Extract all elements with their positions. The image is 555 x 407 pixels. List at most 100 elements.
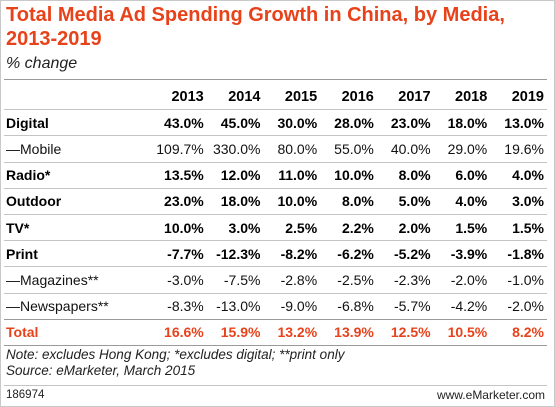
table-cell: 1.5% (433, 213, 491, 241)
table-row: —Magazines** -3.0% -7.5% -2.8% -2.5% -2.3% -2.… (4, 266, 547, 293)
column-header: 2017 (398, 88, 431, 105)
column-header: 2015 (284, 88, 318, 105)
table-cell: 15.9% (206, 318, 264, 346)
table-cell: 13.9% (320, 318, 377, 346)
table-cell: -2.3% (376, 266, 434, 293)
column-header: 2014 (228, 88, 261, 105)
table-row: Digital 43.0% 45.0% 30.0% 28.0% 23.0% 18.0% 13.… (4, 109, 547, 136)
row-label: —Mobile (4, 135, 151, 163)
table-cell: -2.0% (490, 292, 547, 320)
site-link[interactable]: www.eMarketer.com (436, 388, 545, 402)
table-cell: 6.0% (433, 161, 491, 189)
table-cell: 330.0% (206, 135, 264, 163)
table-row: —Newspapers** -8.3% -13.0% -9.0% -6.8% -5.7% -… (4, 292, 547, 320)
table-cell: 2.5% (263, 213, 321, 241)
row-label: Total (4, 318, 151, 346)
table-cell: -4.2% (433, 292, 491, 320)
header-corner (4, 84, 150, 110)
table-cell: 18.0% (206, 187, 264, 215)
table-cell: -2.5% (320, 266, 377, 293)
table-cell: 30.0% (263, 109, 321, 136)
table-cell: 23.0% (150, 187, 207, 215)
table-cell: 8.0% (320, 187, 377, 215)
table-cell: 28.0% (320, 109, 377, 136)
table-cell: 16.6% (150, 318, 207, 346)
table-cell: 2.2% (320, 213, 377, 241)
table-cell: -8.2% (263, 240, 321, 267)
source-line: Source: eMarketer, March 2015 (6, 363, 196, 378)
table-cell: 1.5% (490, 213, 547, 241)
row-label: Radio* (4, 161, 151, 189)
table-cell: 12.5% (376, 318, 434, 346)
table-cell: 12.0% (206, 161, 264, 189)
table-cell: -3.0% (150, 266, 207, 293)
table-cell: -12.3% (206, 240, 264, 267)
table-cell: 80.0% (263, 135, 321, 163)
table-cell: 11.0% (263, 161, 321, 189)
table-cell: 10.0% (320, 161, 377, 189)
table-row: Total 16.6% 15.9% 13.2% 13.9% 12.5% 10.5% 8.2% (4, 318, 547, 346)
table-cell: 3.0% (490, 187, 547, 215)
row-label: TV* (4, 213, 151, 241)
table-cell: 29.0% (433, 135, 491, 163)
table-body: Digital 43.0% 45.0% 30.0% 28.0% 23.0% 18.0% 13.… (4, 109, 547, 346)
table-cell: 3.0% (206, 213, 264, 241)
row-label: Digital (4, 109, 151, 136)
header-row: 2013 2014 2015 2016 2017 2018 2019 (4, 84, 547, 110)
table-cell: -13.0% (206, 292, 264, 320)
table-cell: -1.0% (490, 266, 547, 293)
table-row: Radio* 13.5% 12.0% 11.0% 10.0% 8.0% 6.0% 4.0% (4, 161, 547, 189)
chart-note: Note: excludes Hong Kong; *excludes digi… (6, 347, 344, 379)
table-row: —Mobile 109.7% 330.0% 80.0% 55.0% 40.0% 29.0% 1… (4, 135, 547, 163)
data-table: 2013 2014 2015 2016 2017 2018 2019 Digit… (4, 84, 547, 346)
column-header: 2018 (455, 88, 488, 105)
table-cell: 5.0% (376, 187, 434, 215)
column-header: 2019 (511, 88, 544, 105)
table-cell: 4.0% (433, 187, 491, 215)
table-cell: 18.0% (433, 109, 491, 136)
table-cell: -8.3% (150, 292, 207, 320)
chart-title: Total Media Ad Spending Growth in China,… (6, 4, 505, 50)
table-cell: 13.2% (263, 318, 321, 346)
table-cell: -5.7% (376, 292, 434, 320)
table-cell: 13.5% (150, 161, 207, 189)
chart-id: 186974 (6, 389, 45, 401)
column-header: 2016 (341, 88, 374, 105)
table-cell: -5.2% (376, 240, 434, 267)
row-label: —Newspapers** (4, 292, 151, 320)
table-cell: 2.0% (376, 213, 434, 241)
table-row: TV* 10.0% 3.0% 2.5% 2.2% 2.0% 1.5% 1.5% (4, 213, 547, 241)
table-cell: -2.0% (433, 266, 491, 293)
table-cell: 45.0% (206, 109, 264, 136)
column-header: 2013 (171, 88, 204, 105)
table-cell: 13.0% (490, 109, 547, 136)
table-cell: -7.5% (206, 266, 264, 293)
row-label: —Magazines** (4, 266, 151, 293)
table-cell: 10.0% (263, 187, 321, 215)
table-cell: 8.0% (376, 161, 434, 189)
table-cell: 109.7% (150, 135, 207, 163)
table-cell: -3.9% (433, 240, 491, 267)
note-line: Note: excludes Hong Kong; *excludes digi… (6, 347, 345, 362)
table-cell: 19.6% (490, 135, 547, 163)
row-label: Print (4, 240, 151, 267)
row-label: Outdoor (4, 187, 151, 215)
table-row: Outdoor 23.0% 18.0% 10.0% 8.0% 5.0% 4.0% 3.0% (4, 187, 547, 215)
table-cell: 8.2% (490, 318, 547, 346)
table-cell: -1.8% (490, 240, 547, 267)
table-cell: 40.0% (376, 135, 434, 163)
table-row: Print -7.7% -12.3% -8.2% -6.2% -5.2% -3.9% -1.8… (4, 240, 547, 267)
table-cell: -6.2% (320, 240, 377, 267)
table-cell: 23.0% (376, 109, 434, 136)
table-cell: 4.0% (490, 161, 547, 189)
table-cell: -6.8% (320, 292, 377, 320)
table-cell: 10.5% (433, 318, 491, 346)
table-cell: 10.0% (150, 213, 207, 241)
table-cell: 43.0% (150, 109, 207, 136)
chart-subtitle: % change (6, 55, 78, 72)
table-cell: -9.0% (263, 292, 321, 320)
table-cell: -2.8% (263, 266, 321, 293)
table-cell: -7.7% (150, 240, 207, 267)
table-cell: 55.0% (320, 135, 377, 163)
footer-rule (4, 385, 547, 386)
